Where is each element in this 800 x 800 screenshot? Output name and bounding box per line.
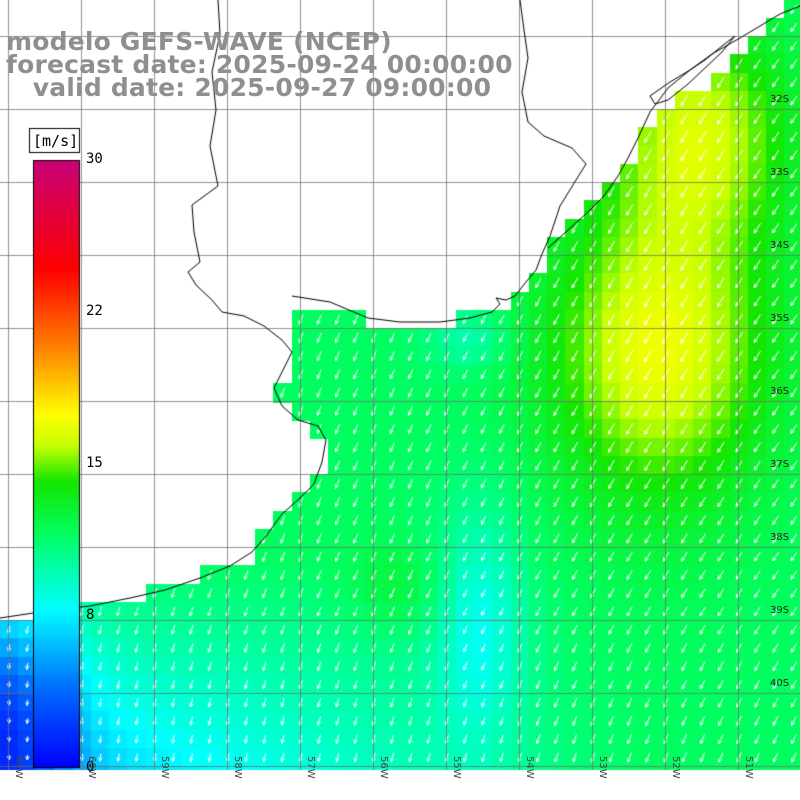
lon-label-56w: 56W — [378, 756, 389, 779]
colorbar-tick-15: 15 — [86, 455, 103, 471]
colorbar-tick-30: 30 — [86, 151, 103, 167]
colorbar-tick-8: 8 — [86, 607, 95, 623]
model-title: modelo GEFS-WAVE (NCEP) — [6, 27, 392, 56]
lat-label-34s: 34S — [770, 240, 790, 251]
lat-label-37s: 37S — [770, 459, 790, 470]
colorbar-unit: [m/s] — [33, 132, 79, 150]
colorbar-tick-0: 0 — [86, 759, 95, 775]
lon-label-53w: 53W — [597, 756, 608, 779]
lon-label-55w: 55W — [451, 756, 462, 779]
lon-label-61w: 61W — [13, 756, 24, 779]
colorbar-tick-22: 22 — [86, 303, 103, 319]
lat-label-35s: 35S — [770, 313, 790, 324]
valid-date: valid date: 2025-09-27 09:00:00 — [6, 73, 492, 102]
lon-label-57w: 57W — [305, 756, 316, 779]
lon-label-54w: 54W — [524, 756, 535, 779]
lon-label-51w: 51W — [743, 756, 754, 779]
lat-label-36s: 36S — [770, 386, 790, 397]
lon-label-60w: 60W — [86, 756, 97, 779]
lat-label-40s: 40S — [770, 678, 790, 689]
forecast-date: forecast date: 2025-09-24 00:00:00 — [6, 50, 513, 79]
lat-label-38s: 38S — [770, 532, 790, 543]
lon-label-58w: 58W — [232, 756, 243, 779]
lat-label-39s: 39S — [770, 605, 790, 616]
lon-label-59w: 59W — [159, 756, 170, 779]
lat-label-33s: 33S — [770, 167, 790, 178]
lat-label-32s: 32S — [770, 94, 790, 105]
lon-label-52w: 52W — [670, 756, 681, 779]
